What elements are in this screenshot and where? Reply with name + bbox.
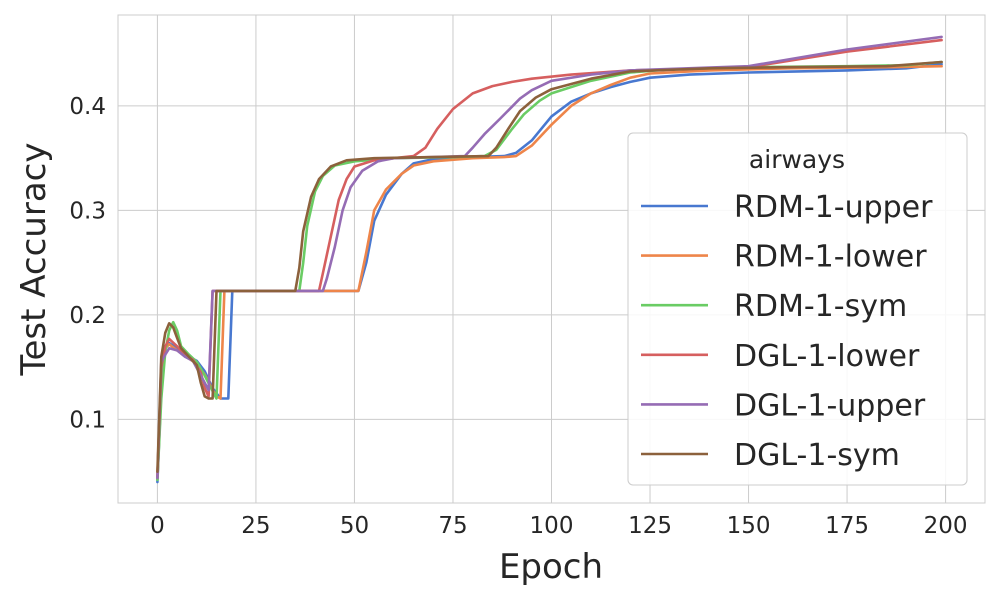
legend-label-rdm-1-sym: RDM-1-sym [734,289,907,324]
tick-labels: 0 25 50 75 100 125 150 175 200 0.1 0.2 0.3 0.4 [69,94,967,539]
x-tick-label: 50 [340,513,369,539]
legend-box [627,132,968,486]
legend-label-rdm-1-lower: RDM-1-lower [734,240,927,275]
y-tick-label: 0.3 [69,198,106,224]
x-tick-label: 100 [530,513,574,539]
legend-label-dgl-1-upper: DGL-1-upper [734,388,926,423]
x-tick-label: 200 [924,513,968,539]
x-tick-label: 0 [150,513,165,539]
y-tick-label: 0.1 [69,407,106,433]
x-tick-label: 25 [241,513,270,539]
y-tick-label: 0.2 [69,303,106,329]
x-axis-title: Epoch [499,547,603,587]
y-tick-label: 0.4 [69,94,106,120]
x-tick-label: 75 [438,513,467,539]
x-tick-label: 175 [825,513,869,539]
legend-items: RDM-1-upper RDM-1-lower RDM-1-sym DGL-1-low… [641,190,933,473]
legend-label-rdm-1-upper: RDM-1-upper [734,190,933,225]
x-tick-label: 150 [727,513,771,539]
series-line-dgl-1-sym [156,60,943,473]
legend-title: airways [749,145,845,174]
x-tick-label: 125 [628,513,672,539]
series-line-dgl-1-upper [156,35,943,480]
y-axis-title: Test Accuracy [14,143,54,377]
series-lines [156,35,943,484]
legend-label-dgl-1-lower: DGL-1-lower [734,339,920,374]
legend: airways RDM-1-upper RDM-1-lower RDM-1-sym D… [627,132,968,486]
legend-label-dgl-1-sym: DGL-1-sym [734,438,900,473]
